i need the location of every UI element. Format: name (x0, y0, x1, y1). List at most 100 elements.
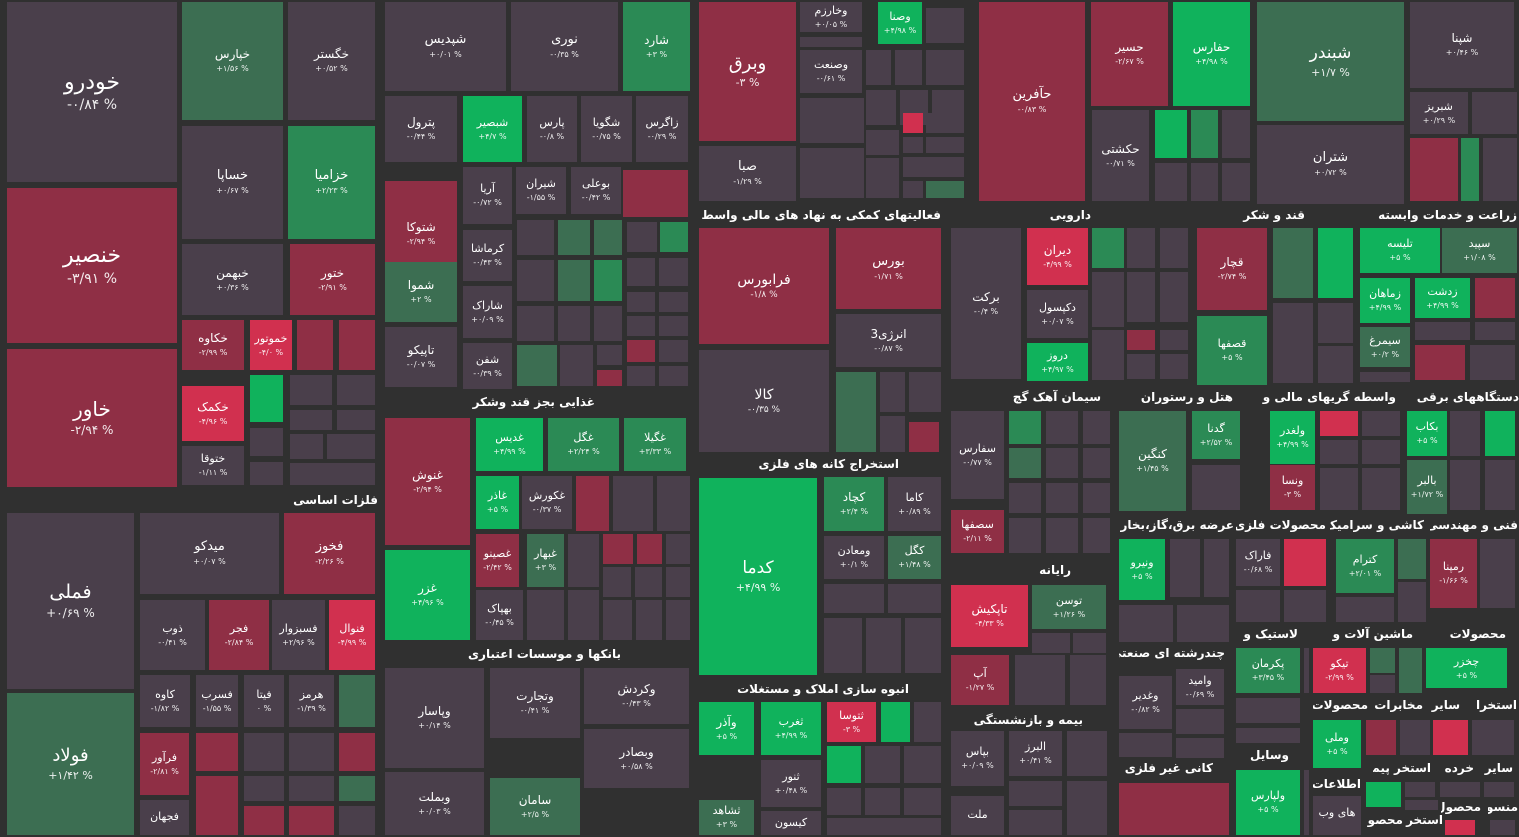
stock-tile[interactable]: غنوش -۲/۹۴ % (385, 418, 470, 545)
stock-tile-unlabeled[interactable] (1320, 468, 1358, 510)
stock-tile[interactable]: ختوقا -۱/۱۱ % (182, 446, 244, 485)
stock-tile[interactable]: حفارس +۴/۹۸ % (1173, 2, 1250, 106)
stock-tile-unlabeled[interactable] (1067, 781, 1107, 835)
stock-tile-unlabeled[interactable] (1176, 738, 1224, 758)
stock-tile[interactable]: غدیس +۴/۹۹ % (476, 418, 543, 471)
stock-tile-unlabeled[interactable] (888, 584, 941, 613)
stock-tile-unlabeled[interactable] (1362, 440, 1400, 464)
stock-tile[interactable]: فجهان (140, 800, 189, 835)
stock-tile-unlabeled[interactable] (635, 567, 662, 597)
stock-tile[interactable]: وصنعت -۰/۶۱ % (800, 50, 862, 93)
stock-tile-unlabeled[interactable] (1475, 322, 1515, 340)
stock-tile[interactable]: فخوز -۲/۲۶ % (284, 513, 375, 594)
stock-tile-unlabeled[interactable] (637, 534, 662, 564)
stock-tile[interactable]: کالا -۰/۳۵ % (699, 350, 829, 452)
stock-tile-unlabeled[interactable] (1009, 781, 1062, 806)
stock-tile[interactable]: ونسا -۳ % (1270, 465, 1315, 510)
stock-tile-unlabeled[interactable] (1119, 733, 1172, 757)
stock-tile[interactable]: خساپا +۰/۶۷ % (182, 126, 283, 239)
stock-tile-unlabeled[interactable] (903, 113, 923, 133)
stock-tile[interactable]: کاوه -۱/۸۲ % (140, 675, 190, 727)
stock-tile-unlabeled[interactable] (1484, 782, 1514, 797)
stock-tile[interactable]: تلیسه +۵ % (1360, 228, 1440, 273)
stock-tile-unlabeled[interactable] (865, 746, 900, 783)
stock-tile-unlabeled[interactable] (1073, 633, 1106, 653)
stock-tile-unlabeled[interactable] (904, 788, 941, 815)
stock-tile-unlabeled[interactable] (1483, 138, 1517, 201)
stock-tile-unlabeled[interactable] (1204, 539, 1229, 597)
stock-tile[interactable]: خودرو -۰/۸۴ % (7, 2, 177, 182)
stock-tile-unlabeled[interactable] (290, 434, 323, 459)
stock-tile[interactable]: حآفرین -۰/۸۳ % (979, 2, 1085, 201)
stock-tile[interactable]: دیران -۴/۹۹ % (1027, 228, 1088, 285)
stock-tile[interactable]: قصفها +۵ % (1197, 316, 1267, 385)
stock-tile-unlabeled[interactable] (527, 590, 564, 640)
stock-tile-unlabeled[interactable] (824, 618, 862, 673)
stock-tile-unlabeled[interactable] (1083, 411, 1110, 444)
stock-tile-unlabeled[interactable] (603, 600, 632, 640)
stock-tile[interactable]: ثتوسا -۳ % (827, 702, 876, 742)
stock-tile-unlabeled[interactable] (603, 534, 633, 564)
stock-tile-unlabeled[interactable] (1119, 783, 1229, 835)
stock-tile-unlabeled[interactable] (660, 222, 688, 252)
stock-tile-unlabeled[interactable] (659, 258, 688, 286)
stock-tile-unlabeled[interactable] (866, 50, 891, 85)
stock-tile-unlabeled[interactable] (827, 746, 861, 783)
stock-tile-unlabeled[interactable] (636, 600, 662, 640)
stock-tile-unlabeled[interactable] (244, 776, 284, 801)
stock-tile-unlabeled[interactable] (926, 50, 964, 85)
stock-tile-unlabeled[interactable] (576, 476, 609, 531)
stock-tile-unlabeled[interactable] (1009, 448, 1041, 478)
stock-tile[interactable]: ثغرب +۴/۹۹ % (761, 702, 821, 755)
stock-tile-unlabeled[interactable] (1410, 138, 1458, 201)
stock-tile[interactable]: ذوب -۰/۴۱ % (140, 600, 205, 670)
stock-tile-unlabeled[interactable] (1046, 483, 1078, 513)
stock-tile-unlabeled[interactable] (1415, 345, 1465, 380)
stock-tile[interactable]: فملی +۰/۶۹ % (7, 513, 134, 689)
stock-tile-unlabeled[interactable] (1470, 345, 1515, 380)
stock-tile[interactable]: پکرمان +۳/۴۵ % (1236, 648, 1300, 693)
stock-tile[interactable]: البرز +۰/۴۱ % (1009, 731, 1062, 776)
stock-tile[interactable]: توسن +۱/۲۶ % (1032, 585, 1106, 629)
stock-tile[interactable]: خنصیر -۳/۹۱ % (7, 188, 177, 343)
stock-tile-unlabeled[interactable] (290, 463, 375, 485)
stock-tile[interactable]: شاراک +۰/۰۹ % (463, 286, 512, 338)
stock-tile-unlabeled[interactable] (1191, 163, 1218, 201)
stock-tile-unlabeled[interactable] (627, 258, 655, 286)
stock-tile[interactable]: فنوال -۴/۹۹ % (329, 600, 375, 670)
stock-tile-unlabeled[interactable] (1362, 411, 1400, 436)
stock-tile-unlabeled[interactable] (880, 416, 905, 452)
stock-tile[interactable]: شارد +۳ % (623, 2, 690, 91)
stock-tile-unlabeled[interactable] (905, 618, 941, 673)
stock-tile-unlabeled[interactable] (659, 340, 688, 362)
stock-tile-unlabeled[interactable] (1400, 720, 1430, 755)
stock-tile[interactable]: دکپسول +۰/۰۷ % (1027, 290, 1088, 338)
stock-tile[interactable]: وبصادر +۰/۵۸ % (584, 729, 689, 788)
stock-tile[interactable]: پترول -۰/۴۴ % (385, 96, 457, 162)
stock-tile-unlabeled[interactable] (1362, 468, 1400, 510)
stock-tile-unlabeled[interactable] (1222, 163, 1250, 201)
stock-tile-unlabeled[interactable] (1461, 138, 1479, 201)
stock-tile[interactable]: فرابورس -۱/۸ % (699, 228, 829, 344)
stock-tile[interactable]: سفارس -۰/۷۷ % (951, 411, 1004, 499)
stock-tile-unlabeled[interactable] (1366, 782, 1401, 807)
stock-tile-unlabeled[interactable] (1313, 822, 1361, 835)
stock-tile[interactable]: ملت (951, 796, 1004, 835)
stock-tile-unlabeled[interactable] (1433, 720, 1468, 755)
stock-tile[interactable]: آریا -۰/۷۲ % (463, 167, 512, 224)
stock-tile[interactable]: وصنا +۴/۹۸ % (878, 2, 922, 44)
stock-tile[interactable]: صبا -۱/۲۹ % (699, 146, 796, 201)
stock-tile-unlabeled[interactable] (659, 366, 688, 386)
stock-tile[interactable]: نوری -۰/۳۵ % (511, 2, 618, 91)
stock-tile-unlabeled[interactable] (666, 534, 690, 564)
stock-tile[interactable]: شپدیس +۰/۰۱ % (385, 2, 506, 91)
stock-tile-unlabeled[interactable] (903, 157, 964, 177)
stock-tile-unlabeled[interactable] (603, 567, 631, 597)
stock-tile[interactable]: سصفها -۲/۱۱ % (951, 510, 1004, 553)
stock-tile[interactable]: تیکو -۲/۹۹ % (1313, 648, 1366, 693)
stock-tile-unlabeled[interactable] (1485, 411, 1515, 456)
stock-tile-unlabeled[interactable] (866, 90, 896, 125)
stock-tile[interactable]: وغدیر -۰/۸۲ % (1119, 676, 1172, 729)
stock-tile[interactable]: بورس -۱/۷۱ % (836, 228, 941, 309)
stock-tile-unlabeled[interactable] (196, 776, 238, 835)
